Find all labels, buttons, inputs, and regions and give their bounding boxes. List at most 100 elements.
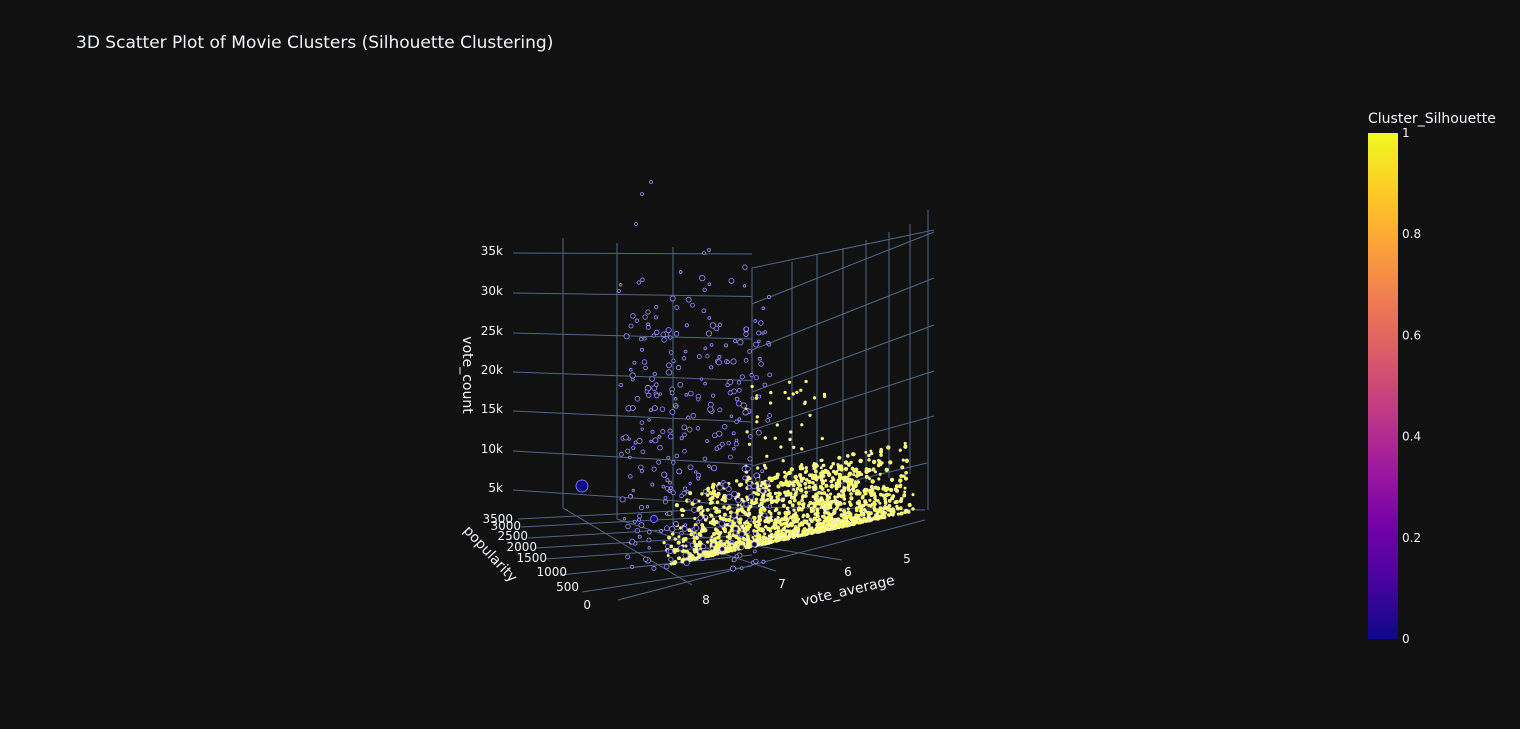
data-point-cluster-1 xyxy=(804,490,809,495)
data-point-cluster-0 xyxy=(630,313,636,319)
data-point-cluster-1 xyxy=(743,537,747,542)
data-point-cluster-0 xyxy=(746,480,752,486)
data-point-cluster-0 xyxy=(641,359,648,365)
data-point-cluster-1 xyxy=(676,540,681,545)
data-point-cluster-1 xyxy=(800,463,804,467)
data-point-cluster-0 xyxy=(751,483,757,490)
data-point-cluster-0 xyxy=(668,480,672,485)
data-point-cluster-1 xyxy=(813,530,817,534)
data-point-cluster-1 xyxy=(776,519,781,524)
data-point-cluster-1 xyxy=(749,540,753,544)
data-point-cluster-0 xyxy=(684,323,689,328)
data-point-cluster-0 xyxy=(731,557,737,563)
data-point-cluster-1 xyxy=(839,519,843,523)
data-point-cluster-0 xyxy=(765,480,770,485)
data-point-cluster-1 xyxy=(826,500,831,505)
data-point-cluster-1 xyxy=(785,519,790,523)
data-point-cluster-1 xyxy=(873,496,877,500)
data-point-cluster-1 xyxy=(826,511,831,516)
data-point-cluster-1 xyxy=(687,553,691,557)
data-point-cluster-0 xyxy=(663,495,668,500)
data-point-cluster-1 xyxy=(856,489,861,494)
data-point-cluster-0 xyxy=(714,446,719,451)
data-point-cluster-1 xyxy=(837,455,842,460)
data-point-cluster-0 xyxy=(674,453,680,459)
data-point-cluster-1 xyxy=(792,445,796,449)
data-point-cluster-0 xyxy=(679,436,684,441)
data-point-cluster-1 xyxy=(795,487,800,491)
data-point-cluster-1 xyxy=(832,478,836,482)
data-point-cluster-0 xyxy=(669,525,676,533)
data-point-cluster-1 xyxy=(715,551,720,556)
data-point-cluster-1 xyxy=(888,460,893,465)
data-point-cluster-1 xyxy=(787,499,793,505)
data-point-cluster-0 xyxy=(712,432,718,439)
data-point-cluster-0 xyxy=(767,504,773,509)
data-point-cluster-0 xyxy=(667,489,672,493)
data-point-cluster-1 xyxy=(769,498,773,502)
data-point-cluster-1 xyxy=(696,543,700,547)
data-point-cluster-1 xyxy=(883,497,887,501)
data-point-cluster-0 xyxy=(747,485,752,490)
data-point-cluster-1 xyxy=(725,507,730,511)
data-point-cluster-1 xyxy=(841,514,847,520)
data-point-cluster-0 xyxy=(767,342,772,347)
data-point-cluster-1 xyxy=(762,507,767,512)
data-point-cluster-0 xyxy=(653,315,658,320)
colorbar-ticks: 0 0.2 0.4 0.6 0.8 1 xyxy=(1402,126,1421,646)
data-point-cluster-0 xyxy=(682,432,687,438)
data-point-cluster-0 xyxy=(650,482,655,487)
data-point-cluster-1 xyxy=(903,444,908,449)
data-point-cluster-1 xyxy=(706,486,710,490)
data-point-cluster-0 xyxy=(756,330,762,336)
data-point-cluster-1 xyxy=(878,509,883,514)
data-point-cluster-0 xyxy=(711,393,716,398)
data-point-cluster-0 xyxy=(761,306,766,311)
data-point-cluster-0 xyxy=(643,365,648,371)
data-point-cluster-0 xyxy=(739,566,744,570)
data-point-cluster-0 xyxy=(717,354,722,359)
data-point-cluster-1 xyxy=(673,537,677,541)
data-point-cluster-1 xyxy=(697,540,702,545)
data-point-cluster-1 xyxy=(868,498,872,502)
data-point-cluster-0 xyxy=(652,437,659,444)
data-point-cluster-1 xyxy=(747,442,752,446)
z-tick-label: 15k xyxy=(481,402,503,416)
data-point-cluster-0 xyxy=(622,434,629,441)
data-point-cluster-1 xyxy=(870,502,874,506)
data-point-cluster-1 xyxy=(796,501,802,506)
data-point-cluster-1 xyxy=(759,498,763,502)
data-point-cluster-0 xyxy=(682,448,687,454)
data-point-cluster-1 xyxy=(816,494,819,498)
data-point-cluster-1 xyxy=(723,512,727,517)
data-point-cluster-0 xyxy=(644,389,649,394)
data-point-cluster-1 xyxy=(783,390,787,395)
data-point-cluster-1 xyxy=(755,420,759,424)
data-point-cluster-0 xyxy=(683,486,688,491)
data-point-cluster-1 xyxy=(746,497,750,502)
data-point-cluster-1 xyxy=(773,527,777,530)
data-point-cluster-0 xyxy=(740,402,747,409)
data-point-cluster-1 xyxy=(829,492,833,496)
data-point-cluster-1 xyxy=(837,517,841,521)
data-point-cluster-0 xyxy=(647,529,652,535)
data-point-cluster-1 xyxy=(684,544,688,548)
data-point-cluster-1 xyxy=(904,476,908,481)
data-point-cluster-0 xyxy=(625,523,631,530)
data-point-cluster-1 xyxy=(876,499,880,503)
data-point-cluster-1 xyxy=(830,483,835,488)
data-point-cluster-1 xyxy=(710,535,714,539)
data-point-cluster-0 xyxy=(755,429,762,436)
data-point-cluster-1 xyxy=(787,536,791,540)
data-point-cluster-1 xyxy=(792,535,796,539)
y-tick-label: 2500 xyxy=(497,529,528,543)
data-point-cluster-1 xyxy=(788,529,793,533)
data-point-cluster-0 xyxy=(575,479,589,493)
y-tick-label: 0 xyxy=(583,598,591,612)
data-point-cluster-1 xyxy=(776,516,780,520)
data-point-cluster-1 xyxy=(842,523,846,527)
data-point-cluster-1 xyxy=(781,503,786,508)
data-point-cluster-0 xyxy=(669,409,676,415)
data-point-cluster-1 xyxy=(714,520,719,525)
